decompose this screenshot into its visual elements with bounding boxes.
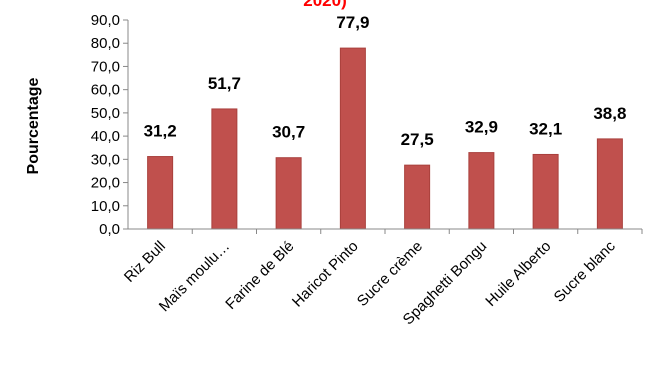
- y-tick-label: 80,0: [91, 35, 120, 52]
- data-label: 38,8: [593, 104, 626, 123]
- bar: [532, 153, 559, 230]
- x-category-label: Sucre blanc: [551, 237, 619, 305]
- data-label: 51,7: [208, 74, 241, 93]
- x-category-label: Farine de Blé: [222, 238, 297, 313]
- y-tick-label: 70,0: [91, 58, 120, 75]
- data-label: 27,5: [401, 130, 434, 149]
- bar: [339, 47, 366, 230]
- y-tick-label: 10,0: [91, 198, 120, 215]
- y-tick-label: 20,0: [91, 175, 120, 192]
- bar: [211, 108, 238, 230]
- y-tick-label: 50,0: [91, 105, 120, 122]
- data-label: 30,7: [272, 123, 305, 142]
- data-label: 32,1: [529, 119, 562, 138]
- y-tick-label: 30,0: [91, 151, 120, 168]
- bar: [147, 156, 174, 230]
- bar: [275, 157, 302, 230]
- bar: [404, 164, 431, 230]
- y-tick-label: 90,0: [91, 12, 120, 29]
- x-category-label: Haricot Pinto: [289, 238, 362, 311]
- data-label: 31,2: [144, 122, 177, 141]
- x-category-label: Huile Alberto: [482, 238, 554, 310]
- data-labels: 31,2 51,7 30,7 77,9 27,5 32,9 32,1 38,8: [144, 13, 627, 149]
- bars: [147, 47, 643, 234]
- y-tick-label: 60,0: [91, 82, 120, 99]
- x-category-label: Sucre crème: [354, 238, 426, 310]
- chart-title-fragment: 2020): [303, 0, 346, 10]
- bar: [468, 152, 495, 230]
- y-tick-label: 0,0: [99, 221, 120, 238]
- data-label: 32,9: [465, 118, 498, 137]
- y-tick-label: 40,0: [91, 128, 120, 145]
- x-category-label: Riz Bull: [121, 238, 169, 286]
- y-axis-title: Pourcentage: [25, 77, 42, 174]
- y-axis-ticks: 0,0 10,0 20,0 30,0 40,0 50,0 60,0 70,0 80,0 90,0: [91, 12, 128, 238]
- bar: [596, 138, 623, 230]
- data-label: 77,9: [336, 13, 369, 32]
